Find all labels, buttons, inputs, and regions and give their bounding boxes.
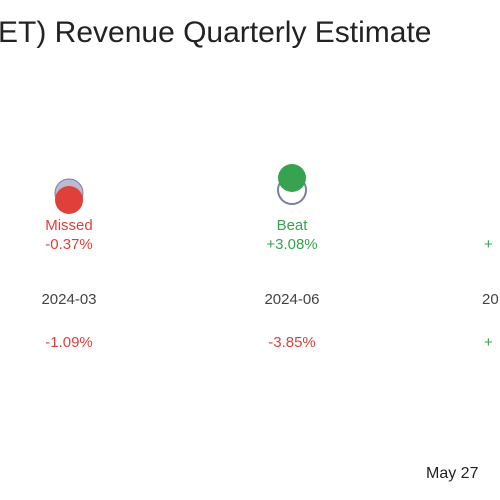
date-label: 2024-06 [264,291,319,308]
date-label: 2024-03 [41,291,96,308]
surprise-label: -0.37% [45,236,93,253]
footer-date: May 27 [426,465,479,482]
change-label: -3.85% [268,334,316,351]
surprise-label: +3.08% [266,236,317,253]
status-label: Missed [45,217,93,234]
actual-dot [55,186,83,214]
status-label: Beat [277,217,309,234]
chart-title: ET) Revenue Quarterly Estimate [0,16,432,49]
date-label: 20 [482,291,499,308]
change-label: + [484,334,493,351]
actual-dot [278,164,306,192]
change-label: -1.09% [45,334,93,351]
surprise-label: + [484,236,493,253]
